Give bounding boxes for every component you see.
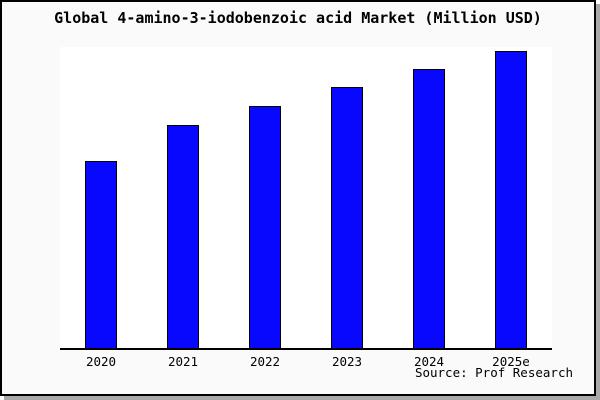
x-tick-label-2020: 2020 [85,354,117,369]
x-axis-tick-labels: 2020 2021 2022 2023 2024 2025e [60,354,552,369]
bar-slot-2024 [388,47,470,348]
bar-2023 [331,86,363,348]
bar-slot-2022 [224,47,306,348]
x-tick-label-2021: 2021 [167,354,199,369]
bar-slot-2020 [60,47,142,348]
source-credit: Source: Prof Research [414,365,573,380]
x-tick-label-2022: 2022 [249,354,281,369]
chart-title: Global 4-amino-3-iodobenzoic acid Market… [54,9,542,27]
bar-slot-2025e [470,47,552,348]
bar-slot-2023 [306,47,388,348]
bar-slot-2021 [142,47,224,348]
x-tick-label-2023: 2023 [331,354,363,369]
plot-area [60,47,552,350]
bar-2025e [495,50,527,348]
bar-2020 [85,161,117,348]
bar-2024 [413,69,445,348]
bar-2021 [167,124,199,348]
x-tick-label-2025e: 2025e [492,354,530,369]
bar-2022 [249,105,281,348]
bar-series [60,47,552,348]
x-tick-label-2024: 2024 [413,354,445,369]
